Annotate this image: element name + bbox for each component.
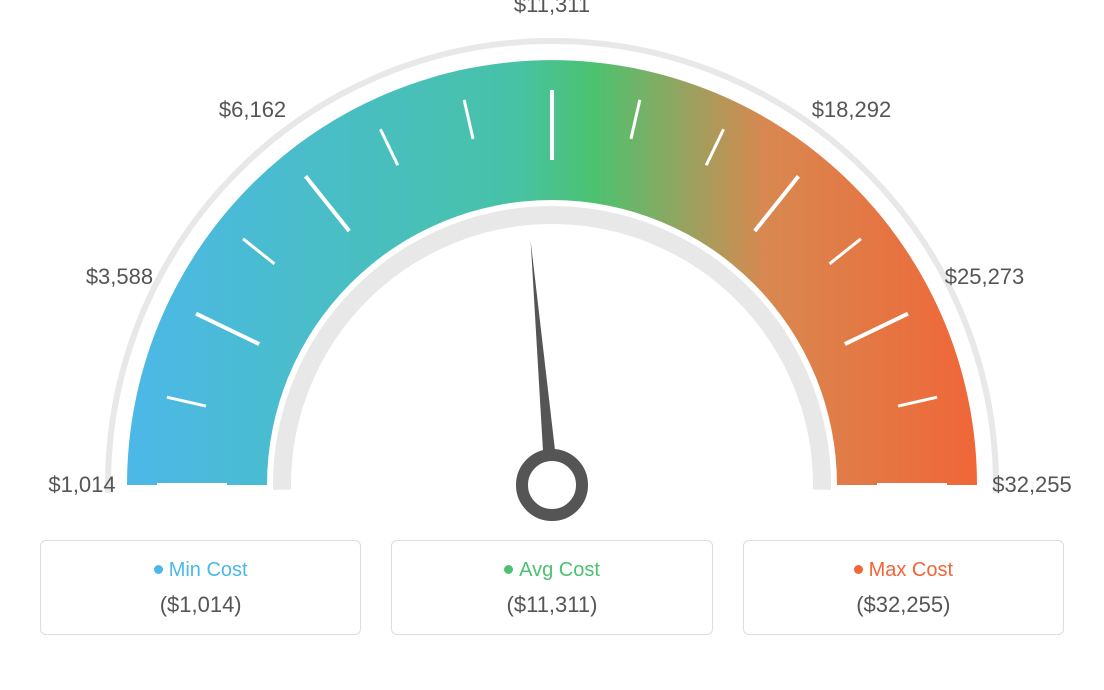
legend-title-max: Max Cost [754, 559, 1053, 582]
legend-title-text: Max Cost [869, 559, 953, 581]
legend-value-avg: ($11,311) [402, 592, 701, 618]
legend-value-min: ($1,014) [51, 592, 350, 618]
legend-dot-icon [854, 565, 863, 574]
legend-title-text: Min Cost [169, 559, 248, 581]
legend-title-text: Avg Cost [519, 559, 600, 581]
tick-label: $1,014 [48, 472, 115, 498]
gauge-area: $1,014 $3,588 $6,162 $11,311 $18,292 $25,273 $… [0, 0, 1104, 530]
legend-dot-icon [154, 565, 163, 574]
tick-label: $32,255 [992, 472, 1072, 498]
needle-hub [522, 455, 582, 515]
legend-title-min: Min Cost [51, 559, 350, 582]
gauge-needle [531, 241, 559, 486]
legend-card-avg: Avg Cost ($11,311) [391, 540, 712, 635]
tick-label: $18,292 [812, 97, 892, 123]
legend-card-min: Min Cost ($1,014) [40, 540, 361, 635]
gauge-svg [0, 0, 1104, 530]
legend-card-max: Max Cost ($32,255) [743, 540, 1064, 635]
tick-label: $3,588 [86, 264, 153, 290]
legend-row: Min Cost ($1,014) Avg Cost ($11,311) Max Cos… [0, 540, 1104, 635]
legend-title-avg: Avg Cost [402, 559, 701, 582]
legend-dot-icon [504, 565, 513, 574]
tick-label: $6,162 [219, 97, 286, 123]
tick-label: $11,311 [514, 0, 590, 18]
legend-value-max: ($32,255) [754, 592, 1053, 618]
chart-container: $1,014 $3,588 $6,162 $11,311 $18,292 $25,273 $… [0, 0, 1104, 690]
tick-label: $25,273 [945, 264, 1025, 290]
